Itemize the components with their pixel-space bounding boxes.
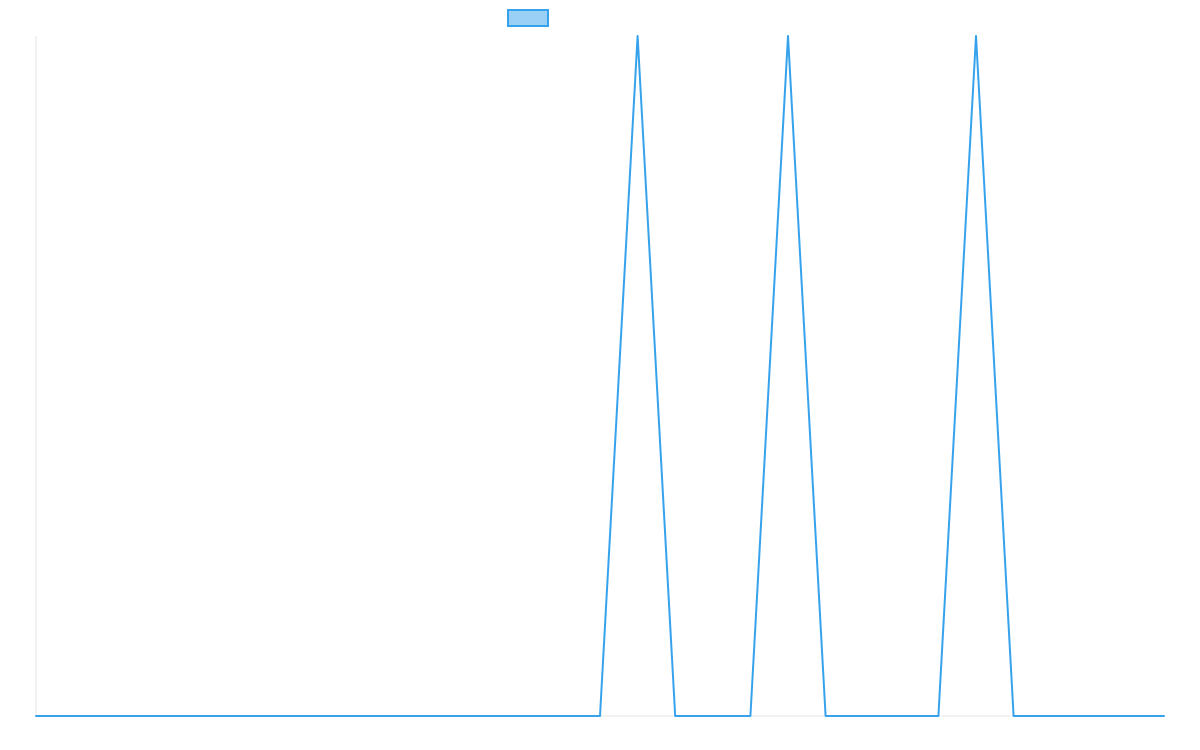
legend[interactable] — [507, 9, 549, 27]
legend-swatch[interactable] — [507, 9, 549, 27]
series-group — [35, 35, 1165, 717]
series-line-0 — [35, 35, 1165, 717]
